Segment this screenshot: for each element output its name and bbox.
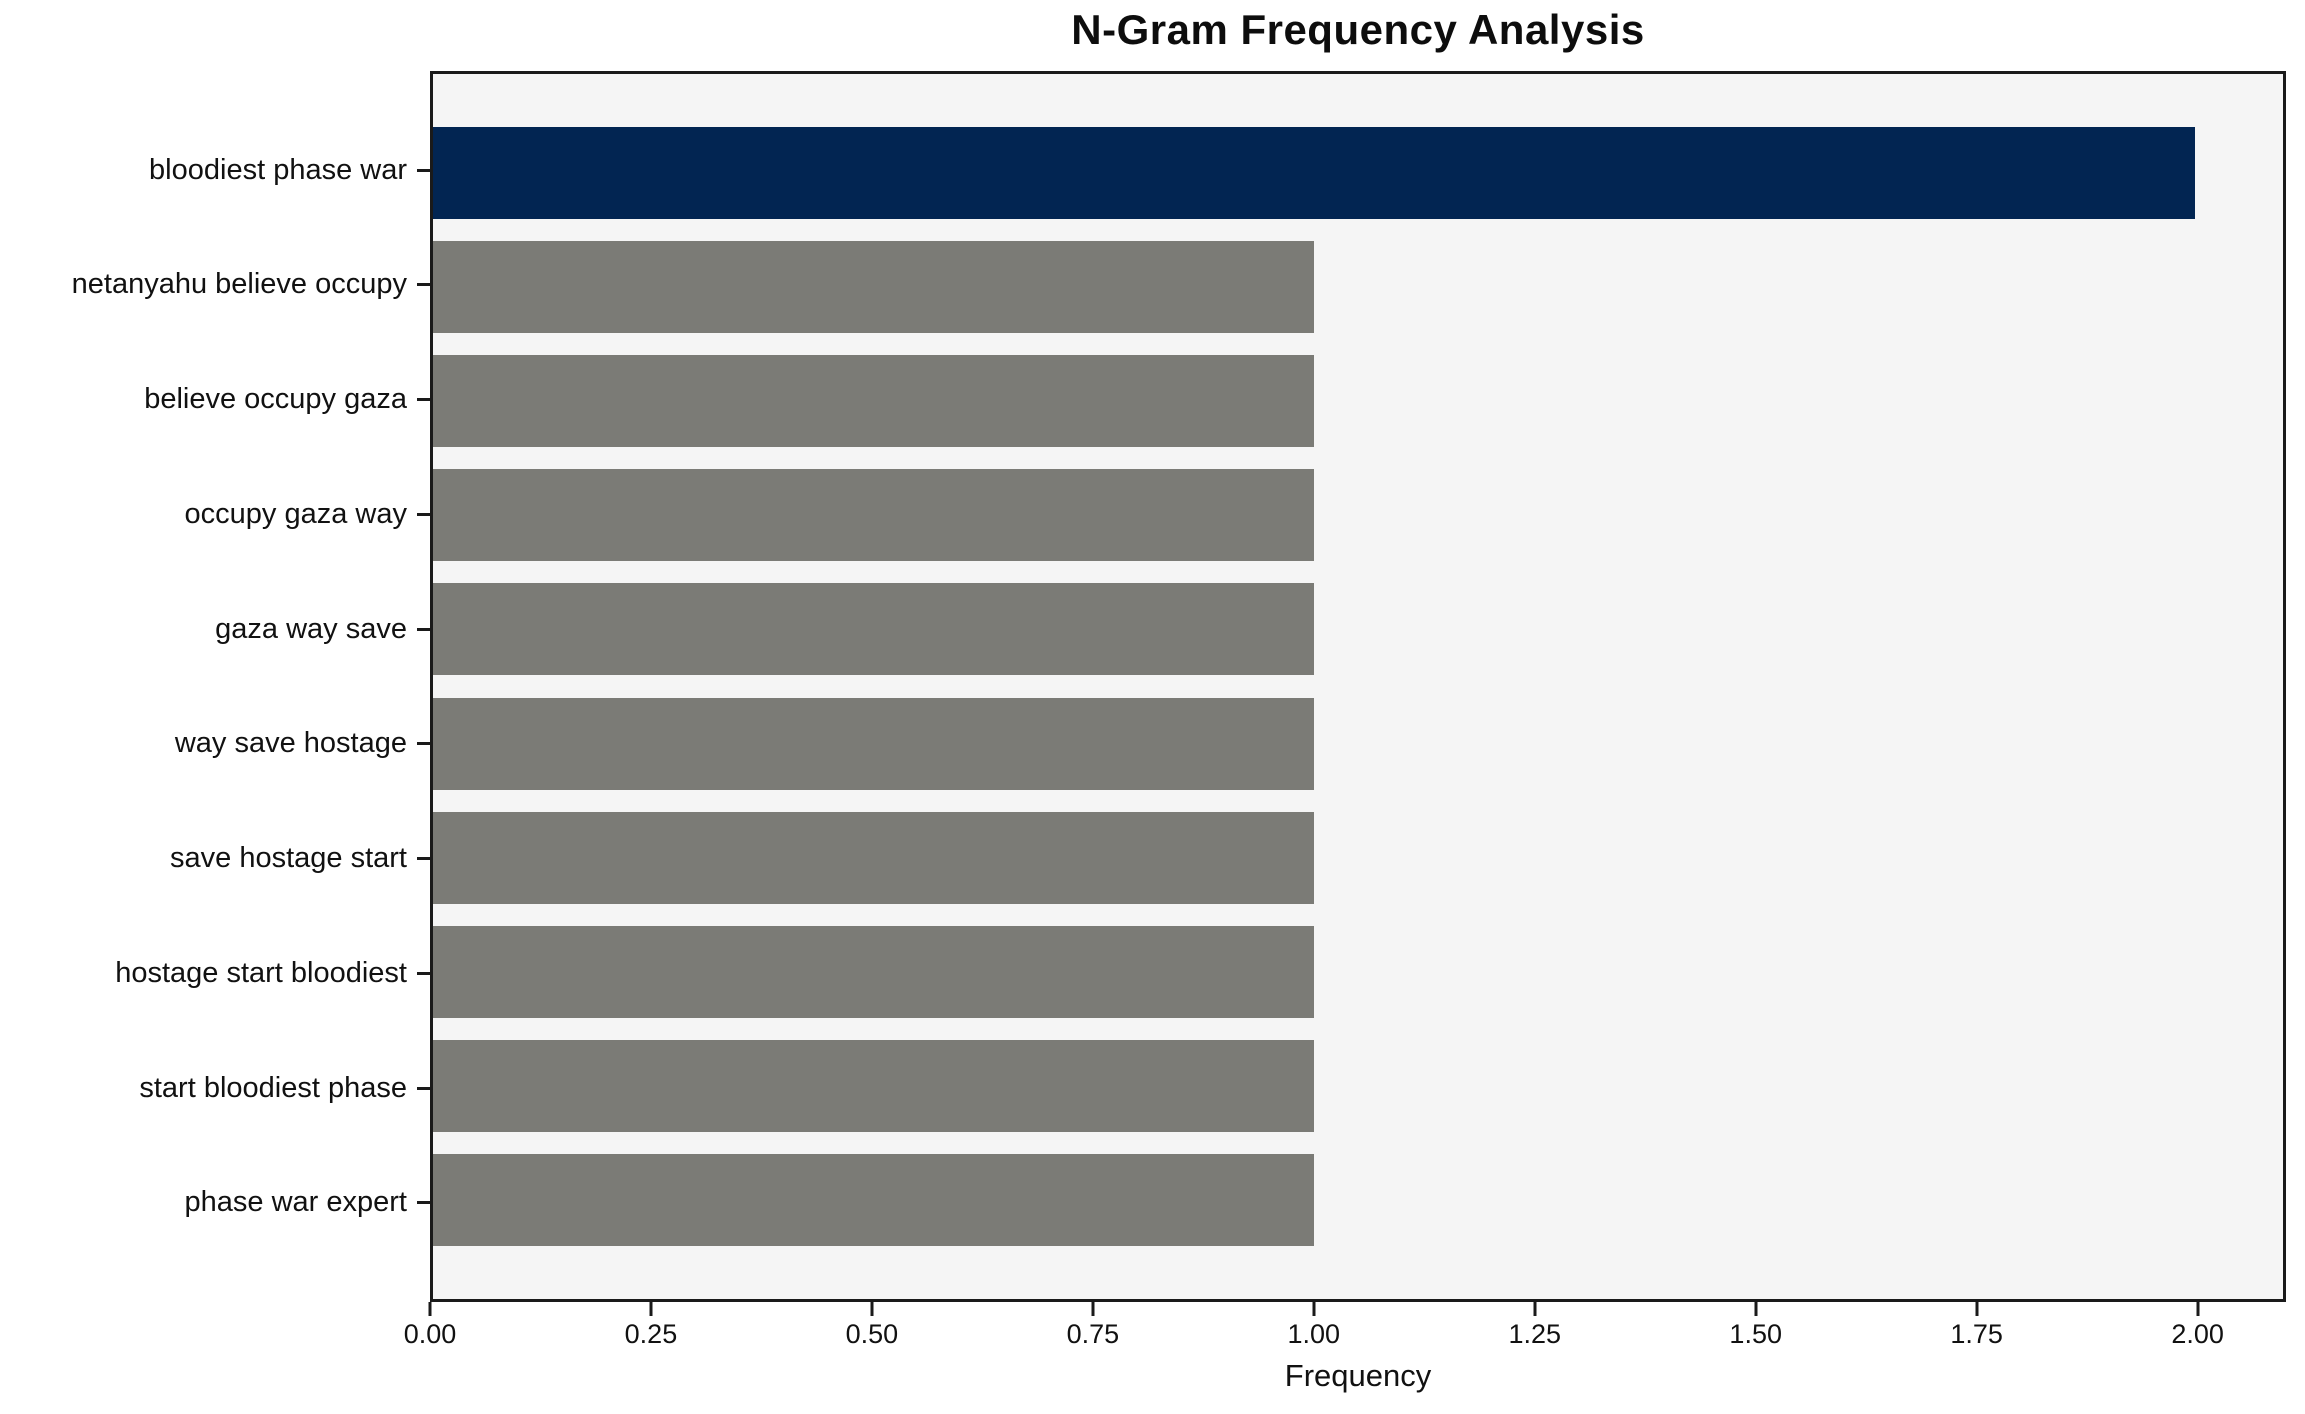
bar-row: [433, 1153, 2283, 1246]
y-tick-label: believe occupy gaza: [144, 383, 407, 416]
y-tick-label: netanyahu believe occupy: [71, 268, 407, 301]
bar: [433, 127, 2195, 219]
bar-row: [433, 469, 2283, 562]
bar: [433, 583, 1314, 676]
bar: [433, 469, 1314, 562]
y-tick-row: start bloodiest phase: [0, 1042, 430, 1134]
bar-row: [433, 241, 2283, 334]
y-tick-row: occupy gaza way: [0, 468, 430, 560]
y-tick-row: way save hostage: [0, 698, 430, 790]
y-tick-row: bloodiest phase war: [0, 124, 430, 216]
y-tick-mark: [417, 1201, 430, 1205]
bars-container: [433, 74, 2283, 1299]
y-tick-mark: [417, 283, 430, 287]
y-tick-row: netanyahu believe occupy: [0, 239, 430, 331]
bar-row: [433, 925, 2283, 1018]
x-tick-label: 0.50: [845, 1319, 899, 1349]
y-tick-label: save hostage start: [170, 842, 407, 875]
bar-row: [433, 811, 2283, 904]
bar: [433, 925, 1314, 1018]
y-tick-label: bloodiest phase war: [149, 153, 407, 186]
x-tick-mark: [870, 1302, 874, 1316]
x-tick-label: 1.75: [1950, 1319, 2003, 1349]
chart-title: N-Gram Frequency Analysis: [1071, 6, 1645, 53]
y-tick-mark: [417, 742, 430, 746]
x-tick-label: 2.00: [2171, 1319, 2224, 1349]
bar: [433, 811, 1314, 904]
x-axis-label: Frequency: [1284, 1358, 1432, 1393]
y-tick-mark: [417, 398, 430, 402]
bar-row: [433, 697, 2283, 790]
bar-row: [433, 1039, 2283, 1132]
y-tick-row: hostage start bloodiest: [0, 927, 430, 1019]
y-tick-label: occupy gaza way: [184, 497, 407, 530]
y-tick-label: way save hostage: [174, 727, 407, 760]
x-tick-mark: [428, 1302, 432, 1316]
y-tick-mark: [417, 1086, 430, 1090]
y-tick-row: phase war expert: [0, 1157, 430, 1249]
x-tick-mark: [2196, 1302, 2200, 1316]
bar: [433, 1039, 1314, 1132]
bar-row: [433, 355, 2283, 448]
y-tick-row: believe occupy gaza: [0, 354, 430, 446]
y-tick-row: save hostage start: [0, 813, 430, 905]
x-tick-mark: [1975, 1302, 1979, 1316]
y-tick-mark: [417, 971, 430, 975]
bar-row: [433, 127, 2283, 219]
x-tick-mark: [1754, 1302, 1758, 1316]
x-tick-label: 0.75: [1066, 1319, 1120, 1349]
plot-area: [430, 71, 2286, 1302]
x-tick-label: 1.50: [1729, 1319, 1782, 1349]
bar: [433, 697, 1314, 790]
bar-row: [433, 583, 2283, 676]
y-tick-label: gaza way save: [215, 612, 407, 645]
y-axis: bloodiest phase war netanyahu believe occ…: [0, 71, 430, 1302]
y-tick-mark: [417, 857, 430, 861]
y-tick-label: start bloodiest phase: [139, 1071, 407, 1104]
x-tick-mark: [1312, 1302, 1316, 1316]
x-tick-mark: [649, 1302, 653, 1316]
x-tick-mark: [1533, 1302, 1537, 1316]
y-tick-mark: [417, 168, 430, 172]
x-axis: 0.00 0.25 0.50 0.75 1.00 1.25 1.50 1.75 2.00: [404, 1302, 2286, 1414]
x-tick-label: 0.00: [403, 1319, 457, 1349]
y-tick-row: gaza way save: [0, 583, 430, 675]
x-tick-label: 1.25: [1508, 1319, 1562, 1349]
bar: [433, 241, 1314, 334]
x-tick-label: 0.25: [624, 1319, 678, 1349]
x-tick-label: 1.00: [1287, 1319, 1341, 1349]
y-tick-label: hostage start bloodiest: [115, 956, 407, 989]
y-tick-label: phase war expert: [184, 1186, 407, 1219]
y-tick-mark: [417, 627, 430, 631]
bar: [433, 355, 1314, 448]
x-tick-mark: [1091, 1302, 1095, 1316]
bar: [433, 1153, 1314, 1246]
y-tick-mark: [417, 512, 430, 516]
